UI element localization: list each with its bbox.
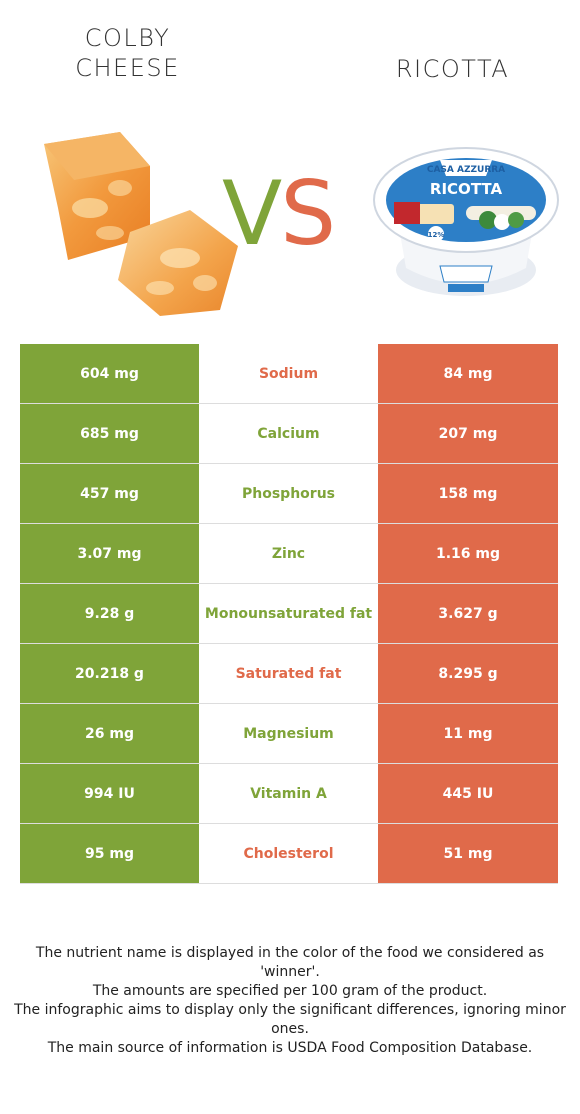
- nutrient-name: Saturated fat: [199, 643, 378, 704]
- footer-note-source: The main source of information is USDA F…: [47, 1040, 533, 1056]
- right-food-value: 51 mg: [378, 823, 558, 884]
- left-food-value: 20.218 g: [20, 643, 199, 704]
- left-food-value: 3.07 mg: [20, 523, 199, 584]
- nutrient-name: Vitamin A: [199, 763, 378, 824]
- comparison-table-body: 604 mg Sodium 84 mg 685 mg Calcium 207 mg 457 …: [20, 344, 558, 884]
- right-food-value: 207 mg: [378, 403, 558, 464]
- right-food-value: 158 mg: [378, 463, 558, 524]
- ricotta-brand-text: CASA AZZURRA: [427, 165, 505, 175]
- ricotta-fat-badge-text: 12%: [428, 231, 445, 239]
- right-food-value: 11 mg: [378, 703, 558, 764]
- vs-letter-s: S: [280, 162, 336, 265]
- left-food-title-line2: CHEESE: [75, 54, 180, 82]
- nutrient-name: Zinc: [199, 523, 378, 584]
- right-food-value: 3.627 g: [378, 583, 558, 644]
- footer-note-amounts: The amounts are specified per 100 gram o…: [92, 983, 488, 999]
- comparison-row: 3.07 mg Zinc 1.16 mg: [20, 523, 558, 584]
- comparison-row: 685 mg Calcium 207 mg: [20, 403, 558, 464]
- nutrient-name: Sodium: [199, 344, 378, 404]
- comparison-row: 95 mg Cholesterol 51 mg: [20, 823, 558, 884]
- comparison-table: 604 mg Sodium 84 mg 685 mg Calcium 207 mg 457 …: [20, 344, 558, 884]
- right-food-title-line1: RICOTTA: [395, 55, 510, 83]
- left-food-value: 994 IU: [20, 763, 199, 824]
- left-food-title: COLBY CHEESE: [55, 23, 200, 83]
- nutrient-name: Cholesterol: [199, 823, 378, 884]
- vs-label: VS: [222, 162, 336, 265]
- right-food-value: 8.295 g: [378, 643, 558, 704]
- comparison-row: 26 mg Magnesium 11 mg: [20, 703, 558, 764]
- left-food-value: 9.28 g: [20, 583, 199, 644]
- nutrient-name: Monounsaturated fat: [199, 583, 378, 644]
- left-food-value: 95 mg: [20, 823, 199, 884]
- comparison-row: 604 mg Sodium 84 mg: [20, 344, 558, 404]
- comparison-row: 9.28 g Monounsaturated fat 3.627 g: [20, 583, 558, 644]
- colby-cheese-image: [44, 132, 238, 316]
- left-food-value: 26 mg: [20, 703, 199, 764]
- right-food-value: 445 IU: [378, 763, 558, 824]
- left-food-value: 457 mg: [20, 463, 199, 524]
- vs-letter-v: V: [222, 162, 282, 265]
- ricotta-tub-image: CASA AZZURRA RICOTTA 12%: [373, 147, 559, 296]
- left-food-value: 685 mg: [20, 403, 199, 464]
- footer-note-winner-color: The nutrient name is displayed in the co…: [35, 945, 545, 980]
- right-food-title: RICOTTA: [380, 54, 525, 84]
- left-food-value: 604 mg: [20, 344, 199, 404]
- right-food-value: 84 mg: [378, 344, 558, 404]
- comparison-row: 20.218 g Saturated fat 8.295 g: [20, 643, 558, 704]
- ricotta-product-name-text: RICOTTA: [430, 180, 503, 198]
- nutrient-name: Phosphorus: [199, 463, 378, 524]
- nutrient-name: Calcium: [199, 403, 378, 464]
- comparison-row: 994 IU Vitamin A 445 IU: [20, 763, 558, 824]
- footer-notes: The nutrient name is displayed in the co…: [14, 944, 566, 1058]
- footer-note-significant: The infographic aims to display only the…: [14, 1002, 566, 1037]
- nutrient-name: Magnesium: [199, 703, 378, 764]
- comparison-row: 457 mg Phosphorus 158 mg: [20, 463, 558, 524]
- right-food-value: 1.16 mg: [378, 523, 558, 584]
- left-food-title-line1: COLBY: [84, 24, 171, 52]
